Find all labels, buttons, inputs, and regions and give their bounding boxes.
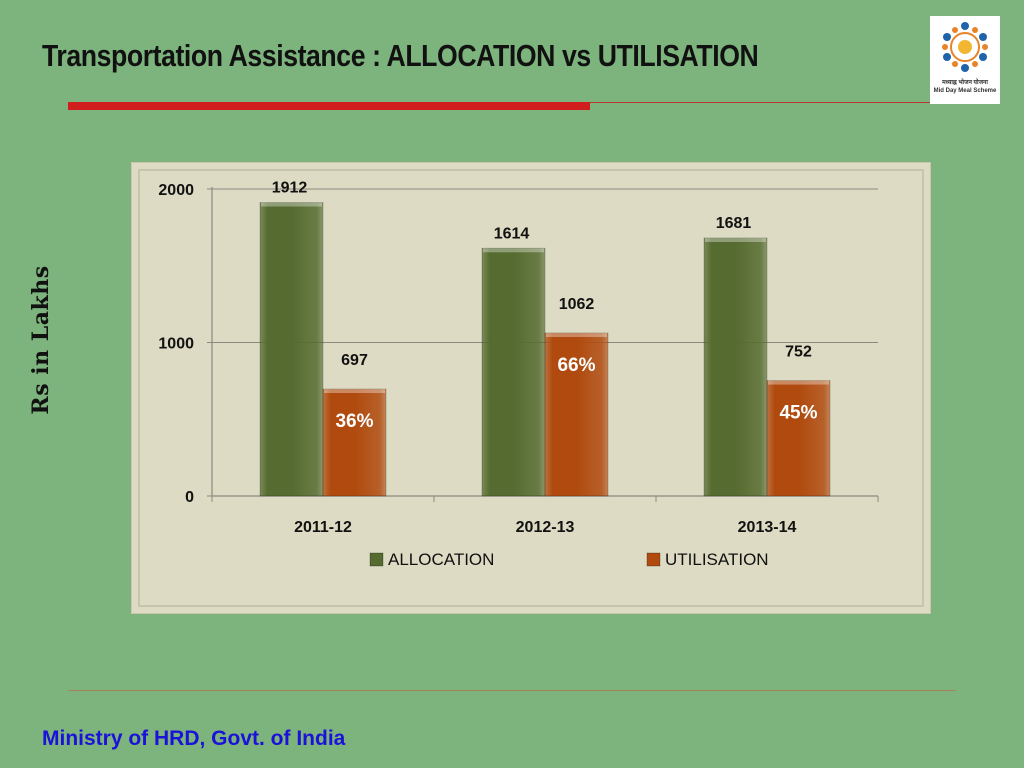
y-tick-label-0: 0 <box>185 489 194 506</box>
x-tick-label-2012-13: 2012-13 <box>516 519 575 536</box>
logo-caption-hindi: मध्याह्न भोजन योजना <box>930 78 1000 86</box>
data-label-utilisation-2013-14: 752 <box>785 344 812 361</box>
y-tick-label-1000: 1000 <box>158 336 194 353</box>
logo-caption-english: Mid Day Meal Scheme <box>930 88 1000 94</box>
bar-highlight-allocation-2013-14 <box>705 238 766 242</box>
footer-text: Ministry of HRD, Govt. of India <box>42 727 345 751</box>
bar-highlight-allocation-2012-13 <box>483 248 544 252</box>
data-label-allocation-2013-14: 1681 <box>716 215 752 232</box>
bar-highlight-utilisation-2013-14 <box>768 381 829 385</box>
legend-label-allocation: ALLOCATION <box>388 550 494 569</box>
title-accent-rule <box>68 102 590 110</box>
chart-frame: 0 1000 2000 2011-12 1912 697 36% 2012-13 1614 106… <box>131 162 931 614</box>
utilisation-percent-2013-14: 45% <box>779 403 817 424</box>
y-axis-label: Rs in Lakhs <box>28 265 54 414</box>
y-tick-label-2000: 2000 <box>158 182 194 199</box>
bar-chart: 0 1000 2000 2011-12 1912 697 36% 2012-13 1614 106… <box>132 163 932 615</box>
bar-allocation-2011-12 <box>260 203 323 496</box>
utilisation-percent-2011-12: 36% <box>335 411 373 432</box>
utilisation-percent-2012-13: 66% <box>557 355 595 376</box>
bar-highlight-utilisation-2012-13 <box>546 333 607 337</box>
title-thin-rule <box>590 102 930 103</box>
bar-highlight-utilisation-2011-12 <box>324 389 385 393</box>
bar-allocation-2012-13 <box>482 248 545 496</box>
data-label-utilisation-2012-13: 1062 <box>559 296 595 313</box>
data-label-utilisation-2011-12: 697 <box>341 352 368 369</box>
legend-swatch-utilisation <box>647 553 660 566</box>
data-label-allocation-2012-13: 1614 <box>494 225 530 242</box>
bar-highlight-allocation-2011-12 <box>261 203 322 207</box>
mid-day-meal-logo: मध्याह्न भोजन योजना Mid Day Meal Scheme <box>930 16 1000 104</box>
footer-rule <box>68 690 956 691</box>
bar-utilisation-2011-12 <box>323 389 386 496</box>
data-label-allocation-2011-12: 1912 <box>272 180 308 197</box>
legend-label-utilisation: UTILISATION <box>665 550 769 569</box>
logo-emblem-icon <box>930 16 1000 78</box>
bar-allocation-2013-14 <box>704 238 767 496</box>
x-tick-label-2011-12: 2011-12 <box>294 519 352 536</box>
slide-title: Transportation Assistance : ALLOCATION v… <box>42 38 758 74</box>
bar-utilisation-2013-14 <box>767 381 830 496</box>
x-tick-label-2013-14: 2013-14 <box>738 519 797 536</box>
legend-swatch-allocation <box>370 553 383 566</box>
